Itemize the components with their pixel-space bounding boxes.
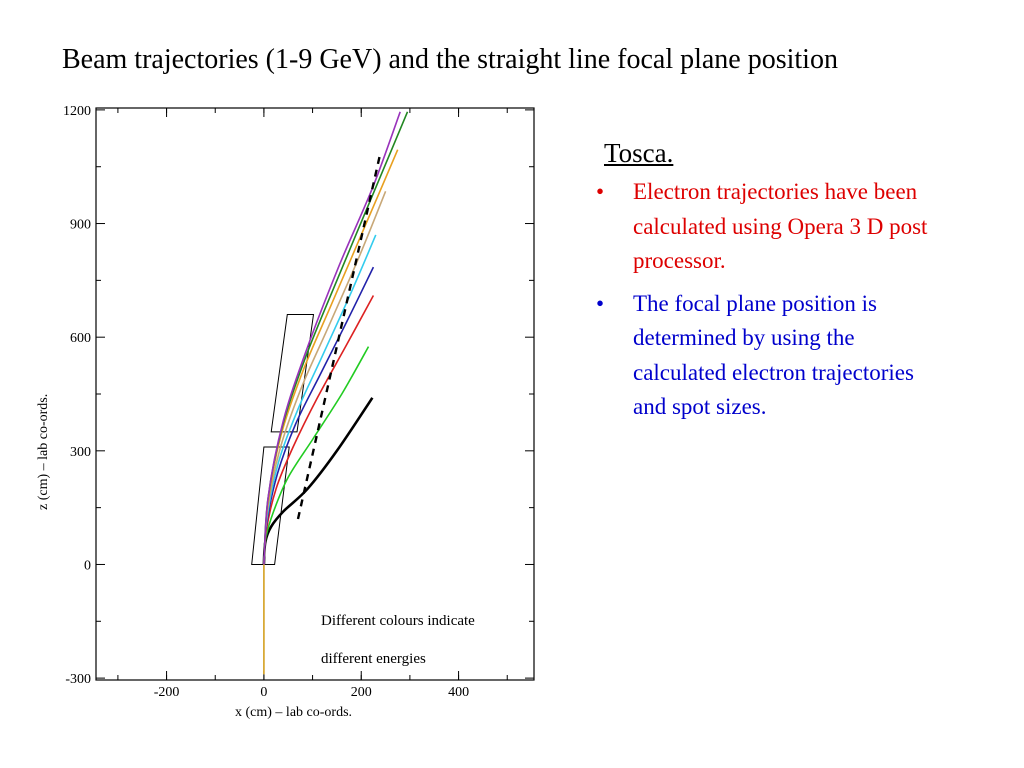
text-panel: Tosca. • Electron trajectories have been… (596, 138, 936, 433)
bullet-list: • Electron trajectories have been calcul… (596, 175, 936, 425)
y-tick-label: 600 (70, 331, 91, 346)
trajectory-line (263, 111, 409, 565)
x-tick-label: 200 (351, 685, 372, 700)
plot-border (95, 107, 535, 681)
plot-frame (95, 107, 535, 681)
x-axis-label: x (cm) – lab co-ords. (235, 705, 352, 720)
trajectory-line (263, 346, 370, 565)
slide-title: Beam trajectories (1-9 GeV) and the stra… (62, 44, 838, 75)
slide-subtitle: Tosca. (604, 138, 674, 168)
focal-line-group (296, 151, 382, 520)
trajectory-chart: -200 0 200 400 -300 0 300 600 900 1200 Different … (36, 104, 535, 720)
magnet-box (251, 446, 290, 565)
annotation-line-1: Different colours indicate (321, 613, 475, 629)
y-tick-label: 1200 (63, 104, 91, 119)
y-tick-label: -300 (65, 672, 91, 687)
series-group (262, 111, 409, 675)
bullet-item-2: • The focal plane position is determined… (596, 287, 933, 425)
x-tick-label: 0 (260, 685, 267, 700)
annotation-line-2: different energies (321, 651, 426, 667)
trajectory-line (262, 397, 374, 565)
x-tick-label: 400 (448, 685, 469, 700)
bullet-item-1: • Electron trajectories have been calcul… (596, 175, 933, 279)
x-tick-label: -200 (154, 685, 180, 700)
y-tick-label: 900 (70, 218, 91, 233)
bullet-marker: • (596, 179, 605, 204)
y-tick-label: 300 (70, 445, 91, 460)
y-axis-label: z (cm) – lab co-ords. (36, 394, 51, 510)
bullet-text-2: The focal plane position is determined b… (633, 290, 914, 420)
bullet-marker: • (596, 290, 605, 316)
tick-group: -200 0 200 400 -300 0 300 600 900 1200 (63, 104, 534, 700)
focal-plane-line (296, 151, 382, 520)
trajectory-line (263, 190, 387, 565)
y-tick-label: 0 (84, 558, 91, 573)
bullet-text-1: Electron trajectories have been calculat… (633, 179, 928, 273)
